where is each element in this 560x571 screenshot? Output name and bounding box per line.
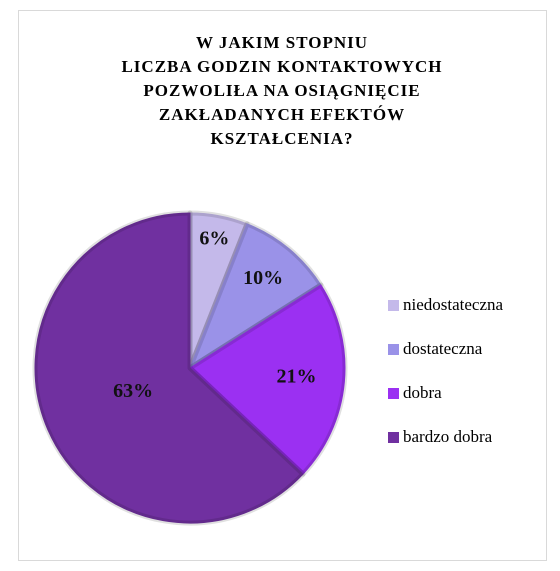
legend-swatch: [388, 344, 399, 355]
chart-title: W JAKIM STOPNIU: [196, 33, 368, 52]
chart-title: ZAKŁADANYCH EFEKTÓW: [159, 105, 405, 124]
legend-label: dobra: [403, 383, 442, 402]
data-label: 63%: [113, 380, 153, 402]
legend-label: dostateczna: [403, 339, 483, 358]
chart-title: KSZTAŁCENIA?: [211, 129, 354, 148]
legend-swatch: [388, 432, 399, 443]
legend-swatch: [388, 388, 399, 399]
slice-edge: [187, 282, 348, 477]
chart-title: LICZBA GODZIN KONTAKTOWYCH: [121, 57, 442, 76]
pie-slice: [189, 284, 346, 475]
pie-slice: [34, 212, 304, 524]
slice-edge: [187, 221, 324, 371]
legend-label: niedostateczna: [403, 295, 504, 314]
pie-slice: [188, 223, 322, 370]
legend-swatch: [388, 300, 399, 311]
chart-title: POZWOLIŁA NA OSIĄGNIĘCIE: [143, 81, 420, 100]
legend-label: bardzo dobra: [403, 427, 493, 446]
data-label: 6%: [199, 228, 229, 250]
data-label: 10%: [243, 267, 283, 289]
data-label: 21%: [276, 366, 316, 388]
slice-edge: [32, 210, 306, 526]
